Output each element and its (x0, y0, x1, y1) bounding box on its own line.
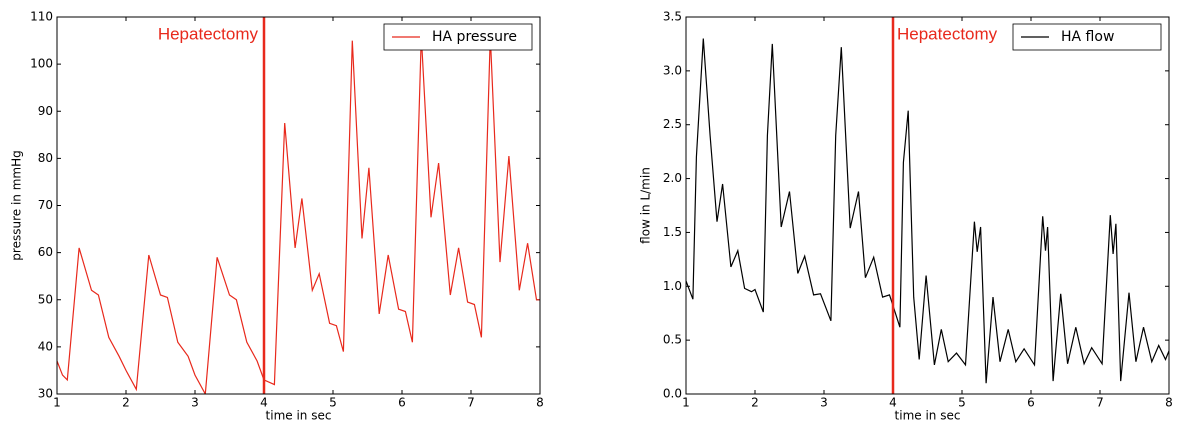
x-tick-label: 6 (1027, 396, 1035, 410)
x-tick-label: 7 (467, 396, 475, 410)
annotation-text: Hepatectomy (897, 24, 998, 43)
x-tick-label: 8 (1165, 396, 1173, 410)
x-tick-label: 3 (191, 396, 199, 410)
y-tick-label: 60 (38, 245, 53, 259)
y-axis-label: pressure in mmHg (10, 150, 24, 260)
x-axis-label: time in sec (266, 409, 332, 423)
x-tick-label: 3 (820, 396, 828, 410)
axes-frame (56, 16, 541, 395)
x-tick-label: 6 (398, 396, 406, 410)
axes-frame (685, 16, 1170, 395)
annotation-text: Hepatectomy (158, 24, 259, 43)
data-line (57, 35, 540, 394)
y-tick-label: 0.0 (663, 387, 682, 401)
y-tick-label: 2.5 (663, 117, 682, 131)
subplot: 1 2 3 4 5 6 7 8 0.0 0.5 1.0 1.5 2.0 2.5 3.0 3.5 time in … (639, 10, 1173, 423)
x-tick-label: 5 (329, 396, 337, 410)
y-tick-label: 30 (38, 387, 53, 401)
y-tick-label: 70 (38, 198, 53, 212)
data-line (686, 38, 1169, 384)
y-tick-label: 50 (38, 292, 53, 306)
x-tick-label: 4 (889, 396, 897, 410)
legend-label: HA flow (1061, 29, 1114, 45)
x-tick-label: 5 (958, 396, 966, 410)
x-tick-label: 2 (122, 396, 130, 410)
y-tick-label: 90 (38, 104, 53, 118)
y-tick-label: 1.5 (663, 225, 682, 239)
y-tick-label: 80 (38, 151, 53, 165)
y-tick-label: 110 (30, 10, 53, 24)
x-tick-label: 7 (1096, 396, 1104, 410)
x-axis-label: time in sec (895, 409, 961, 423)
x-tick-label: 1 (682, 396, 690, 410)
y-tick-label: 100 (30, 57, 53, 71)
subplot: 1 2 3 4 5 6 7 8 30 40 50 60 70 80 90 100 110 time in sec p… (10, 10, 544, 423)
y-tick-label: 2.0 (663, 171, 682, 185)
y-tick-label: 3.5 (663, 10, 682, 24)
y-tick-label: 3.0 (663, 63, 682, 77)
legend-label: HA pressure (432, 29, 517, 45)
y-tick-label: 40 (38, 339, 53, 353)
y-tick-label: 1.0 (663, 279, 682, 293)
y-axis-label: flow in L/min (639, 167, 653, 244)
x-tick-label: 8 (536, 396, 544, 410)
x-tick-label: 4 (260, 396, 268, 410)
x-tick-label: 2 (751, 396, 759, 410)
y-tick-label: 0.5 (663, 333, 682, 347)
x-tick-label: 1 (53, 396, 61, 410)
